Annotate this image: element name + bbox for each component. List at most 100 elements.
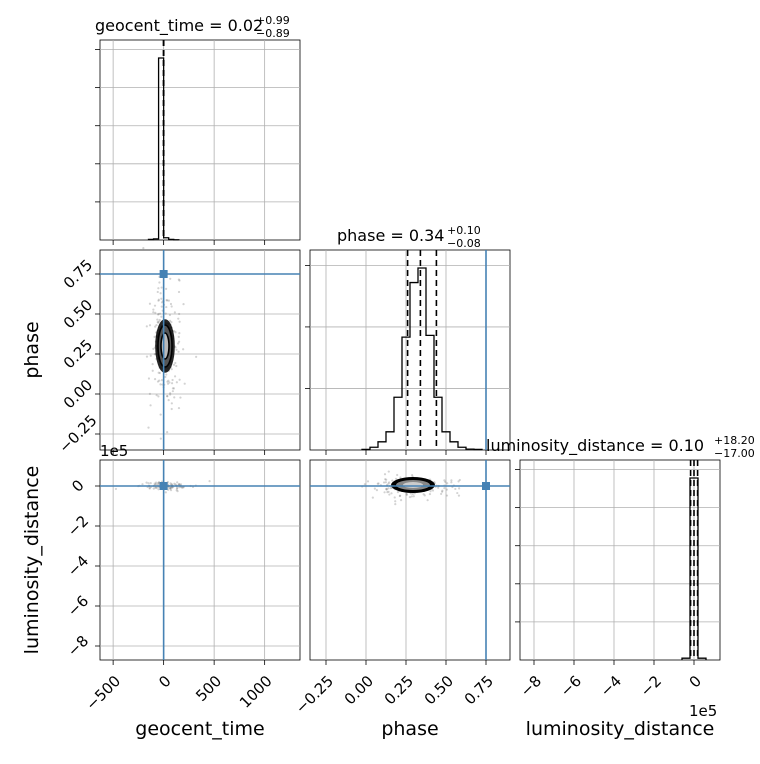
scatter-point bbox=[156, 290, 159, 294]
density-contours-ld-phase bbox=[391, 477, 435, 493]
scatter-point bbox=[182, 348, 185, 351]
panel-ld-hist: −8 −6 −4 −2 0 luminosity_distance = 0.10 +18… bbox=[486, 434, 755, 700]
title-geocent-time-plus: +0.99 bbox=[256, 14, 290, 27]
scatter-point bbox=[149, 482, 152, 485]
scatter-point bbox=[157, 299, 160, 302]
scatter-point bbox=[169, 486, 172, 490]
scatter-point bbox=[178, 332, 181, 335]
scatter-point bbox=[178, 340, 181, 343]
scatter-point bbox=[178, 378, 181, 381]
scatter-point bbox=[169, 393, 172, 396]
scatter-point bbox=[399, 476, 402, 479]
scatter-point bbox=[157, 320, 160, 323]
truth-marker bbox=[482, 482, 490, 490]
scatter-point bbox=[171, 390, 174, 393]
scatter-point bbox=[180, 486, 184, 489]
scatter-point bbox=[177, 317, 180, 320]
scatter-point bbox=[157, 321, 160, 324]
scatter-point bbox=[165, 299, 168, 302]
scatter-point bbox=[388, 481, 391, 484]
scatter-point bbox=[178, 279, 181, 282]
scatter-point bbox=[390, 492, 393, 495]
scatter-point bbox=[149, 404, 152, 407]
scatter-point bbox=[166, 395, 169, 398]
scatter-point bbox=[158, 318, 161, 322]
scatter-point bbox=[399, 499, 403, 502]
scatter-point bbox=[154, 482, 157, 486]
scatter-point bbox=[171, 486, 174, 489]
scatter-point bbox=[383, 473, 387, 476]
scatter-point bbox=[183, 382, 186, 385]
x-tick-label: −4 bbox=[597, 672, 625, 700]
scatter-point bbox=[159, 312, 162, 315]
scatter-point bbox=[168, 381, 171, 384]
scatter-point bbox=[167, 399, 170, 402]
histogram-geocent_time bbox=[147, 57, 180, 241]
scatter-point bbox=[158, 371, 161, 375]
scatter-point bbox=[157, 298, 160, 301]
scatter-point bbox=[164, 375, 167, 379]
scatter-point bbox=[385, 488, 388, 491]
scatter-point bbox=[152, 308, 155, 311]
scatter-point bbox=[174, 361, 177, 365]
scatter-point bbox=[160, 297, 163, 300]
scatter-point bbox=[410, 495, 413, 498]
scatter-point bbox=[450, 479, 453, 482]
scatter-point bbox=[363, 483, 366, 486]
scatter-point bbox=[156, 380, 160, 383]
title-ld-plus: +18.20 bbox=[714, 434, 755, 447]
scatter-point bbox=[366, 480, 370, 483]
scatter-point bbox=[154, 481, 158, 484]
scatter-point bbox=[371, 496, 374, 499]
xlabel-ld: luminosity_distance bbox=[526, 718, 715, 740]
scatter-point bbox=[157, 287, 160, 290]
y-tick-label: 0.75 bbox=[60, 256, 96, 292]
panel-ld-vs-phase: −0.25 0.00 0.25 0.50 0.75 bbox=[292, 459, 511, 717]
scatter-point bbox=[457, 480, 460, 483]
panel-phase-vs-geocent-time: −0.250.00 0.25 0.50 0.75 bbox=[55, 247, 301, 457]
scatter-point bbox=[154, 486, 157, 489]
scatter-point bbox=[169, 487, 172, 490]
scatter-point bbox=[170, 320, 173, 324]
scatter-point bbox=[177, 482, 181, 486]
scatter-point bbox=[164, 491, 167, 494]
scatter-point bbox=[145, 325, 148, 328]
scatter-point bbox=[170, 486, 174, 489]
scatter-point bbox=[408, 496, 412, 499]
scatter-point bbox=[147, 377, 151, 380]
scatter-point bbox=[443, 487, 446, 490]
ylabel-phase: phase bbox=[21, 321, 43, 378]
y-tick-label: 0 bbox=[68, 476, 87, 495]
scatter-point bbox=[173, 311, 176, 314]
histogram-luminosity_distance bbox=[681, 477, 707, 660]
scatter-point bbox=[384, 481, 387, 484]
scatter-point bbox=[405, 493, 408, 496]
scatter-point bbox=[169, 486, 172, 489]
scatter-point bbox=[157, 371, 160, 374]
scatter-point bbox=[148, 392, 152, 395]
scatter-point bbox=[168, 313, 172, 317]
scatter-point bbox=[164, 312, 167, 315]
scatter-point bbox=[157, 481, 161, 484]
scatter-point bbox=[169, 482, 172, 485]
scatter-point bbox=[166, 382, 170, 385]
scatter-point bbox=[429, 490, 432, 493]
scatter-point bbox=[376, 482, 379, 485]
scatter-point bbox=[182, 302, 185, 306]
scatter-point bbox=[169, 302, 173, 306]
scatter-point bbox=[399, 494, 402, 497]
scatter-point bbox=[394, 500, 397, 503]
scatter-point bbox=[177, 342, 180, 345]
scatter-point bbox=[154, 325, 157, 328]
scatter-point bbox=[148, 486, 151, 489]
scatter-point bbox=[158, 281, 161, 284]
scatter-point bbox=[155, 323, 158, 327]
scatter-point bbox=[411, 492, 414, 496]
scatter-point bbox=[175, 364, 178, 368]
offset-ld-y: 1e5 bbox=[100, 442, 128, 460]
y-tick-label: −6 bbox=[64, 592, 92, 620]
scatter-point bbox=[169, 277, 172, 280]
scatter-point bbox=[153, 482, 156, 485]
scatter-point bbox=[387, 487, 390, 490]
scatter-point bbox=[441, 489, 444, 492]
